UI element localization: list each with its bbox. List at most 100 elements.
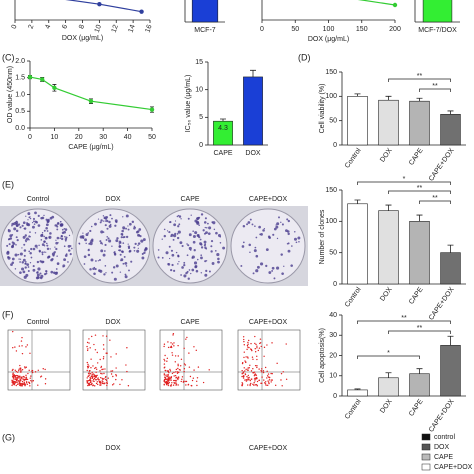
event xyxy=(100,372,102,375)
event xyxy=(185,384,187,386)
colony xyxy=(125,265,128,267)
event xyxy=(268,379,271,381)
event xyxy=(16,377,18,379)
event xyxy=(248,346,250,349)
colony xyxy=(180,274,182,276)
event xyxy=(110,373,113,375)
event xyxy=(88,338,90,340)
colony xyxy=(163,234,167,238)
event xyxy=(15,378,17,381)
colony xyxy=(122,216,124,218)
colony xyxy=(24,234,27,237)
event xyxy=(91,375,93,378)
colony xyxy=(54,246,56,248)
colony xyxy=(23,243,26,246)
colony xyxy=(114,252,117,255)
colony xyxy=(103,250,106,252)
colony xyxy=(255,269,259,273)
group-label: DOX xyxy=(105,196,121,203)
event xyxy=(87,384,89,387)
event xyxy=(14,380,16,383)
colony xyxy=(198,236,201,239)
colony xyxy=(198,224,200,226)
event xyxy=(164,360,166,362)
x-tick-label: 100 xyxy=(323,26,335,33)
event xyxy=(247,343,249,345)
colony xyxy=(18,258,20,260)
colony xyxy=(99,221,102,224)
event xyxy=(93,380,95,383)
event xyxy=(105,335,108,337)
x-tick-label: 2 xyxy=(28,24,36,30)
colony xyxy=(13,221,17,226)
colony xyxy=(144,247,148,251)
colony xyxy=(61,228,64,231)
error-bar xyxy=(416,368,423,374)
event xyxy=(166,374,169,376)
event xyxy=(262,371,265,374)
event xyxy=(25,366,28,368)
event xyxy=(89,381,92,384)
colony xyxy=(124,262,128,265)
event xyxy=(176,371,178,373)
event xyxy=(258,379,260,382)
event xyxy=(173,342,175,344)
colony xyxy=(249,251,251,253)
event xyxy=(24,382,26,385)
event xyxy=(90,358,92,360)
y-axis-label: Number of clones xyxy=(319,209,326,264)
significance-label: * xyxy=(387,350,390,357)
colony xyxy=(168,231,171,234)
event xyxy=(256,380,259,383)
colony xyxy=(125,227,128,230)
event xyxy=(163,383,165,386)
colony xyxy=(47,218,50,222)
event xyxy=(254,380,256,382)
event xyxy=(243,338,245,341)
legend-label: DOX xyxy=(434,444,450,451)
event xyxy=(19,381,21,383)
plate xyxy=(152,208,228,284)
colony xyxy=(170,269,173,272)
colony xyxy=(68,234,71,237)
event xyxy=(183,370,185,373)
colony xyxy=(45,270,48,273)
x-tick-label: MCF-7/DOX xyxy=(418,27,457,34)
event xyxy=(174,374,177,377)
event xyxy=(94,376,96,378)
event xyxy=(86,365,89,368)
event xyxy=(244,360,246,362)
event xyxy=(249,384,251,387)
colony xyxy=(24,266,27,269)
event xyxy=(267,373,270,375)
colony xyxy=(186,243,188,245)
colony xyxy=(21,261,24,264)
colony xyxy=(255,236,258,239)
event xyxy=(252,368,254,370)
colony xyxy=(106,236,108,238)
colony xyxy=(31,225,35,229)
group-label: Control xyxy=(27,319,50,326)
event xyxy=(31,370,33,372)
colony xyxy=(280,221,282,224)
line xyxy=(29,76,153,111)
event xyxy=(260,345,262,348)
event xyxy=(190,384,193,387)
colony xyxy=(141,256,145,260)
colony xyxy=(103,273,106,276)
bar xyxy=(378,377,399,397)
colony xyxy=(99,240,102,243)
colony xyxy=(222,246,226,250)
event xyxy=(93,343,95,346)
event xyxy=(22,382,24,385)
colony xyxy=(21,247,23,249)
colony xyxy=(27,219,29,221)
event xyxy=(12,376,15,379)
bar xyxy=(422,0,453,23)
colony xyxy=(195,269,199,273)
event xyxy=(180,358,183,360)
event xyxy=(242,336,245,338)
event xyxy=(268,381,270,383)
colony xyxy=(137,247,139,249)
event xyxy=(92,378,95,381)
